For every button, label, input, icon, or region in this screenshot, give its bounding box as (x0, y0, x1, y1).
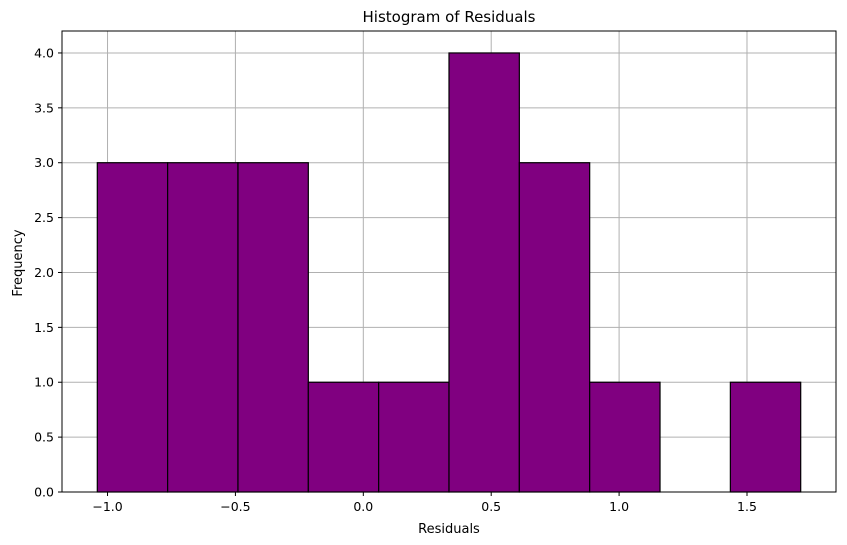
y-tick-label: 1.0 (34, 375, 54, 390)
histogram-bar (448, 52, 520, 493)
y-tick-label: 4.0 (34, 45, 54, 60)
x-tick-label: −0.5 (220, 499, 250, 514)
x-tick-label: −1.0 (92, 499, 122, 514)
histogram-bars (96, 52, 802, 493)
x-axis-ticks: −1.0 −0.5 0.0 0.5 1.0 1.5 (92, 492, 757, 514)
histogram-bar (307, 381, 380, 493)
y-tick-label: 2.0 (34, 265, 54, 280)
histogram-bar (518, 162, 591, 493)
x-tick-label: 1.0 (609, 499, 629, 514)
histogram-bar (167, 162, 239, 493)
x-tick-label: 0.5 (481, 499, 501, 514)
y-tick-label: 2.5 (34, 210, 54, 225)
y-tick-label: 0.5 (34, 430, 54, 445)
histogram-bar (589, 381, 661, 493)
x-tick-label: 0.0 (353, 499, 373, 514)
x-tick-label: 1.5 (737, 499, 757, 514)
y-axis-label: Frequency (11, 229, 26, 296)
plot-frame (61, 30, 837, 493)
histogram-bar (729, 381, 802, 493)
y-tick-label: 3.5 (34, 100, 54, 115)
y-tick-label: 1.5 (34, 320, 54, 335)
histogram-bar (237, 162, 309, 493)
y-tick-label: 3.0 (34, 155, 54, 170)
histogram-bar (96, 162, 169, 493)
x-axis-label: Residuals (418, 522, 480, 537)
y-axis-ticks: 0.0 0.5 1.0 1.5 2.0 2.5 3.0 3.5 4.0 (34, 45, 62, 500)
chart-title: Histogram of Residuals (363, 8, 536, 26)
y-tick-label: 0.0 (34, 485, 54, 500)
histogram-bar (378, 381, 450, 493)
